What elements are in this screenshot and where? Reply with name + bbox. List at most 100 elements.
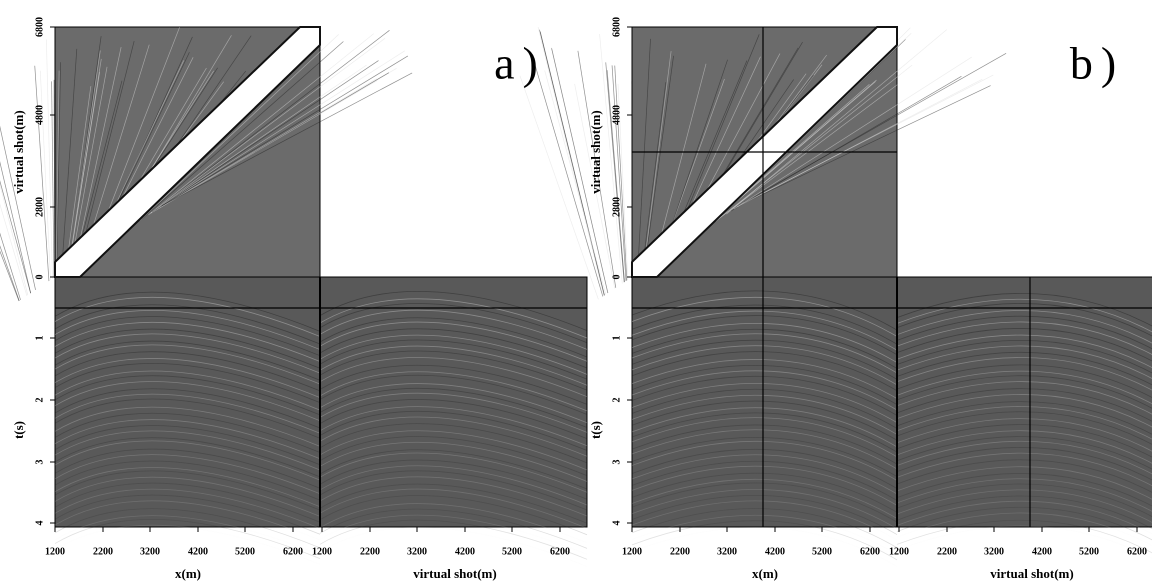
x-tick-label: 5200 [812,546,832,557]
texture [319,411,588,451]
texture [55,70,60,277]
panel: 6800 4800 2800 0 1 2 3 4 1200 2200 3200 4200 5200 620… [0,17,588,581]
texture [54,398,321,439]
x-axis-title: x(m) [175,566,201,581]
texture [896,340,1152,374]
texture [599,33,623,284]
texture [78,40,135,262]
texture [54,482,321,523]
texture [631,304,898,345]
texture [631,297,898,337]
texture [54,519,321,559]
texture [319,334,588,375]
y-tick-label: 2800 [34,197,45,217]
texture [161,72,413,206]
texture [319,423,588,464]
texture [319,416,588,457]
texture [61,48,78,273]
texture [896,506,1152,541]
texture [631,429,898,470]
texture [139,34,339,221]
texture [896,525,1152,560]
texture [631,482,898,523]
texture [896,394,1152,428]
x-tick-label: 1200 [622,546,642,557]
texture [537,27,605,296]
texture [577,50,617,288]
texture [74,47,122,264]
texture [0,161,32,294]
texture [896,459,1152,493]
x-tick-label: 4200 [455,546,475,557]
y-tick-label: 4 [34,521,45,526]
texture [151,60,379,213]
texture [319,441,588,482]
texture [631,323,898,363]
texture [54,448,321,489]
texture [53,79,56,278]
texture [46,39,53,279]
texture [896,334,1152,369]
texture [160,55,409,207]
texture [896,315,1152,350]
texture [631,478,898,519]
texture [54,351,321,392]
y-axis-title: virtual shot(m) [588,110,603,193]
texture [631,315,898,356]
texture [54,291,321,332]
texture [54,358,321,398]
texture [896,489,1152,523]
texture [631,424,898,465]
texture [631,437,898,477]
texture [896,345,1152,380]
texture [54,467,321,508]
texture [54,333,321,374]
texture [319,317,588,358]
texture [574,83,616,289]
texture [0,180,32,294]
x-tick-label: 6200 [860,546,880,557]
texture [54,425,321,466]
x-tick-label: 2200 [937,546,957,557]
texture [319,345,588,386]
y-tick-label: 2 [611,398,622,403]
texture [319,364,588,405]
texture [896,424,1152,458]
texture [319,399,588,440]
texture [611,65,627,282]
texture [319,321,588,362]
x-tick-label: 6200 [1127,546,1147,557]
image-bottom-right [896,276,1152,528]
texture [631,383,898,423]
texture [319,495,588,536]
texture [319,508,588,549]
texture [65,86,92,270]
texture [896,357,1152,391]
texture [34,65,50,282]
texture [896,381,1152,415]
texture [641,82,667,271]
texture [631,388,898,429]
texture [39,70,51,280]
texture [631,527,898,567]
texture [54,370,321,411]
x-tick-label: 2200 [93,546,113,557]
x-tick-label: 2200 [670,546,690,557]
texture [319,476,588,517]
texture [54,304,321,345]
texture [896,321,1152,356]
texture [54,488,321,529]
texture [54,460,321,501]
texture [54,524,321,565]
texture [730,76,962,212]
x-tick-label: 3200 [717,546,737,557]
texture [631,345,898,386]
texture [631,375,898,416]
texture [319,328,588,369]
texture [896,452,1152,487]
texture [54,375,321,416]
y-tick-label: 4800 [611,105,622,125]
x-tick-label: 6200 [550,546,570,557]
x-tick-label: 1200 [312,546,332,557]
texture [54,344,321,385]
